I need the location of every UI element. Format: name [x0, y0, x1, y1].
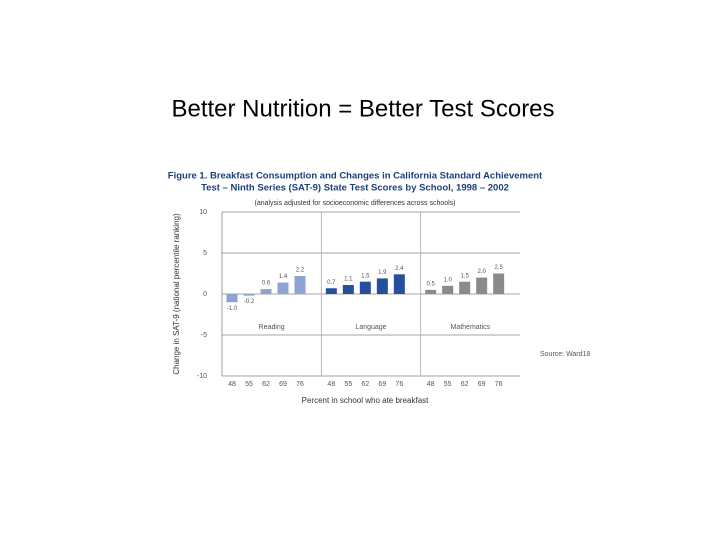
- bar: [425, 289, 437, 294]
- y-axis-label: Change in SAT-9 (national percentile ran…: [172, 213, 181, 375]
- data-label: 0.5: [426, 281, 435, 287]
- group-label: Mathematics: [450, 324, 490, 331]
- bar: [459, 281, 471, 294]
- data-label: 0.6: [262, 281, 271, 287]
- x-tick-label: 69: [478, 381, 486, 388]
- data-label: 2.4: [395, 266, 404, 272]
- x-tick-label: 69: [279, 381, 287, 388]
- y-tick-label: -10: [197, 373, 207, 380]
- x-tick-label: 76: [495, 381, 503, 388]
- bar: [376, 278, 388, 294]
- x-tick-label: 48: [427, 381, 435, 388]
- data-label: -1.0: [227, 306, 238, 312]
- bar: [342, 284, 354, 294]
- x-tick-label: 55: [245, 381, 253, 388]
- chart-title: Figure 1. Breakfast Consumption and Chan…: [168, 171, 543, 182]
- y-tick-label: 10: [199, 209, 207, 216]
- bar: [226, 294, 238, 303]
- group-label: Language: [355, 324, 386, 331]
- bar: [243, 294, 255, 296]
- data-label: -0.2: [244, 299, 255, 305]
- bar: [277, 282, 289, 294]
- y-tick-label: 5: [203, 250, 207, 257]
- data-label: 1.1: [344, 277, 353, 283]
- x-tick-label: 55: [344, 381, 352, 388]
- data-label: 1.0: [443, 277, 452, 283]
- data-label: 2.2: [296, 268, 305, 274]
- source: Source: Ward18: [540, 351, 590, 358]
- group-label: Reading: [259, 324, 285, 331]
- bar: [260, 289, 272, 294]
- x-tick-label: 55: [444, 381, 452, 388]
- data-label: 1.4: [279, 274, 288, 280]
- x-tick-label: 76: [395, 381, 403, 388]
- bar: [393, 274, 405, 294]
- x-tick-label: 62: [361, 381, 369, 388]
- data-label: 1.9: [378, 270, 387, 276]
- x-axis-label: Percent in school who ate breakfast: [302, 396, 430, 405]
- x-tick-label: 69: [378, 381, 386, 388]
- bar: [442, 285, 454, 294]
- slide-title: Better Nutrition = Better Test Scores: [171, 95, 554, 122]
- x-tick-label: 62: [262, 381, 270, 388]
- data-label: 2.0: [477, 269, 486, 275]
- data-label: 0.7: [327, 280, 336, 286]
- x-tick-label: 48: [228, 381, 236, 388]
- bar: [325, 288, 337, 294]
- data-label: 2.5: [494, 265, 503, 271]
- chart-title: Test – Ninth Series (SAT-9) State Test S…: [201, 183, 509, 194]
- bar: [493, 273, 505, 294]
- y-tick-label: -5: [201, 332, 207, 339]
- bar: [294, 275, 306, 294]
- data-label: 1.5: [361, 273, 370, 279]
- x-tick-label: 48: [327, 381, 335, 388]
- chart-subtitle: (analysis adjusted for socioeconomic dif…: [254, 200, 455, 207]
- x-tick-label: 62: [461, 381, 469, 388]
- bar: [359, 281, 371, 294]
- bar: [476, 277, 488, 294]
- data-label: 1.5: [460, 273, 469, 279]
- x-tick-label: 76: [296, 381, 304, 388]
- y-tick-label: 0: [203, 291, 207, 298]
